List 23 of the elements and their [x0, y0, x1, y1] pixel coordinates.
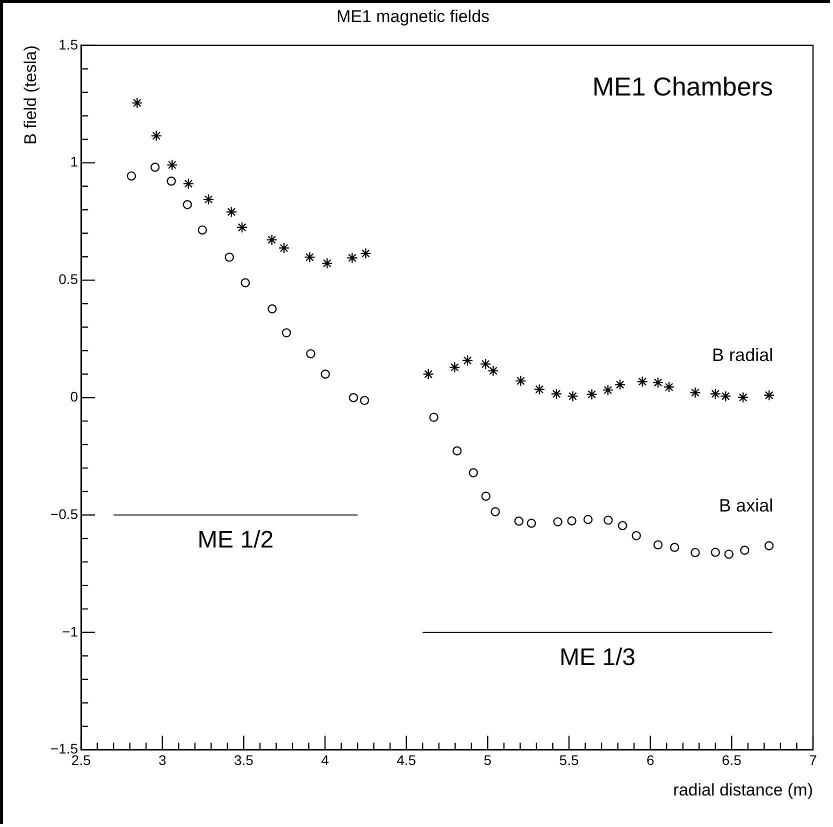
x-tick-label: 6.5	[722, 752, 742, 768]
x-tick-label: 3.5	[234, 752, 254, 768]
y-tick-label: 0.5	[58, 271, 78, 288]
x-tick-label: 4	[321, 752, 330, 768]
y-tick-label: 1.5	[58, 36, 78, 52]
annotation: ME1 Chambers	[592, 72, 773, 102]
x-tick-label: 7	[809, 752, 818, 768]
series-label: ME 1/2	[198, 526, 274, 554]
x-tick-label: 5.5	[559, 752, 579, 768]
y-tick-label: −1	[62, 623, 78, 640]
series-label: B axial	[719, 496, 774, 516]
x-tick-label: 6	[646, 752, 654, 768]
y-axis-title: B field (tesla)	[20, 45, 40, 145]
series-label: ME 1/3	[559, 644, 636, 672]
chart-title: ME1 magnetic fields	[336, 6, 490, 26]
y-tick-label: −0.5	[50, 506, 78, 522]
x-tick-label: 5	[484, 752, 492, 768]
y-tick-label: 1	[70, 154, 78, 170]
series-label: B radial	[712, 345, 774, 366]
x-tick-label: 3	[158, 752, 166, 768]
x-tick-label: 4.5	[396, 752, 416, 768]
y-tick-label: 0	[70, 388, 78, 404]
x-axis-title: radial distance (m)	[673, 780, 813, 800]
